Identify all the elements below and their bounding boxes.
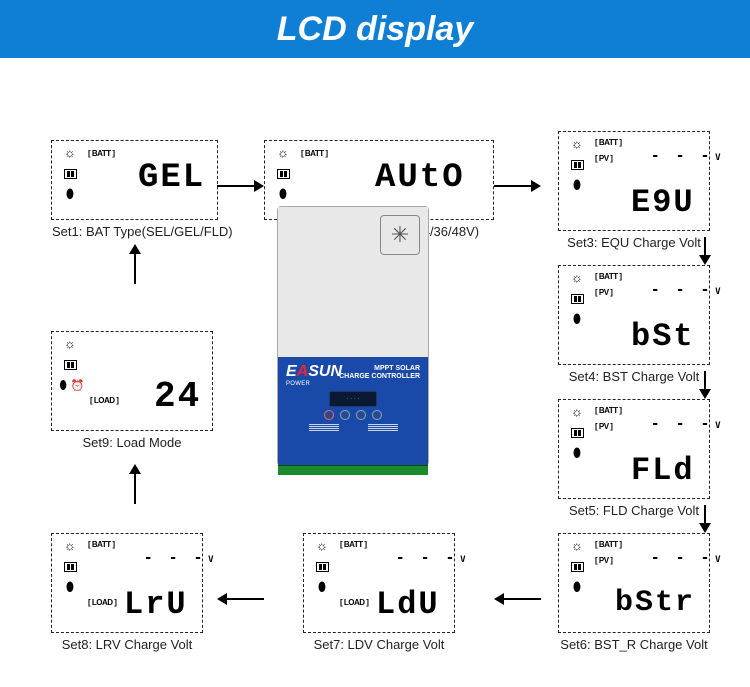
screen-label: [ PV ] [595, 556, 612, 565]
screen-label: [ PV ] [595, 422, 612, 431]
bulb-icon: ⬮ [563, 311, 591, 326]
product-subbrand: POWER [286, 381, 420, 387]
flow-arrow-a45 [699, 371, 711, 399]
value-dashes: - - -V [144, 550, 214, 566]
screen-label: [ BATT ] [595, 406, 622, 415]
flow-arrow-a91 [129, 244, 141, 284]
seven-seg-value: LrU [124, 586, 188, 623]
screen-caption: Set8: LRV Charge Volt [52, 637, 202, 652]
diagram-canvas: ☼⬮[ BATT ]GELSet1: BAT Type(SEL/GEL/FLD)… [0, 58, 750, 687]
bulb-icon: ⬮ [563, 579, 591, 594]
lcd-screen-s6: ☼⬮[ BATT ][ PV ]- - -VbStrSet6: BST_R Ch… [558, 533, 710, 633]
screen-caption: Set6: BST_R Charge Volt [559, 637, 709, 652]
screen-label: [ PV ] [595, 288, 612, 297]
product-image: ✳EASUNPOWERMPPT SOLARCHARGE CONTROLLER· … [277, 206, 429, 466]
screen-side-icons: ☼⬮ ⏰ [56, 336, 84, 393]
seven-seg-value: bStr [615, 586, 695, 620]
seven-seg-value: GEL [138, 159, 205, 197]
lcd-screen-s5: ☼⬮[ BATT ][ PV ]- - -VFLdSet5: FLD Charg… [558, 399, 710, 499]
bulb-icon: ⬮ [269, 186, 297, 201]
bulb-icon: ⬮ [563, 177, 591, 192]
seven-seg-value: 24 [154, 376, 201, 417]
sun-icon: ☼ [563, 270, 591, 285]
screen-side-icons: ☼⬮ [56, 145, 84, 201]
page-header: LCD display [0, 0, 750, 58]
sun-icon: ☼ [56, 538, 84, 553]
screen-side-icons: ☼⬮ [563, 404, 591, 460]
seven-seg-value: AUtO [375, 159, 465, 197]
screen-caption: Set5: FLD Charge Volt [559, 503, 709, 518]
seven-seg-value: E9U [631, 184, 695, 221]
batt-icon [269, 166, 297, 180]
sun-icon: ☼ [308, 538, 336, 553]
value-dashes: - - -V [651, 550, 721, 566]
batt-icon [563, 291, 591, 305]
batt-icon [56, 166, 84, 180]
lcd-screen-s7: ☼⬮[ BATT ][ LOAD ]- - -VLdUSet7: LDV Cha… [303, 533, 455, 633]
screen-label: [ BATT ] [595, 272, 622, 281]
screen-side-icons: ☼⬮ [563, 538, 591, 594]
lcd-screen-s3: ☼⬮[ BATT ][ PV ]- - -VE9USet3: EQU Charg… [558, 131, 710, 231]
sun-icon: ☼ [269, 145, 297, 160]
seven-seg-value: bSt [631, 318, 695, 355]
screen-label: [ BATT ] [595, 540, 622, 549]
flow-arrow-a67 [494, 593, 541, 605]
screen-label: [ BATT ] [340, 540, 367, 549]
sun-icon: ☼ [56, 145, 84, 160]
batt-icon [563, 425, 591, 439]
screen-label: [ LOAD ] [340, 598, 368, 607]
bulb-icon: ⬮ [563, 445, 591, 460]
flow-arrow-a89 [129, 464, 141, 504]
screen-side-icons: ☼⬮ [56, 538, 84, 594]
screen-label: [ BATT ] [595, 138, 622, 147]
screen-caption: Set1: BAT Type(SEL/GEL/FLD) [52, 224, 217, 239]
screen-label: [ PV ] [595, 154, 612, 163]
screen-caption: Set3: EQU Charge Volt [559, 235, 709, 250]
batt-icon [308, 559, 336, 573]
screen-caption: Set7: LDV Charge Volt [304, 637, 454, 652]
bclk-icon: ⬮ ⏰ [56, 377, 88, 393]
screen-label: [ BATT ] [88, 540, 115, 549]
screen-caption: Set9: Load Mode [52, 435, 212, 450]
sun-icon: ☼ [56, 336, 84, 351]
batt-icon [563, 559, 591, 573]
screen-label: [ LOAD ] [88, 598, 116, 607]
value-dashes: - - -V [396, 550, 466, 566]
flow-arrow-a56 [699, 505, 711, 533]
flow-arrow-a23 [494, 180, 541, 192]
screen-side-icons: ☼⬮ [269, 145, 297, 201]
flow-arrow-a12 [217, 180, 264, 192]
flow-arrow-a34 [699, 237, 711, 265]
seven-seg-value: FLd [631, 452, 695, 489]
screen-side-icons: ☼⬮ [563, 270, 591, 326]
screen-caption: Set4: BST Charge Volt [559, 369, 709, 384]
lcd-screen-s9: ☼⬮ ⏰[ LOAD ]24Set9: Load Mode [51, 331, 213, 431]
bulb-icon: ⬮ [308, 579, 336, 594]
product-lcd: · · · · [329, 391, 377, 407]
sun-icon: ☼ [563, 404, 591, 419]
batt-icon [56, 559, 84, 573]
product-title: MPPT SOLARCHARGE CONTROLLER [339, 365, 420, 381]
screen-side-icons: ☼⬮ [308, 538, 336, 594]
sun-icon: ☼ [563, 136, 591, 151]
lcd-screen-s1: ☼⬮[ BATT ]GELSet1: BAT Type(SEL/GEL/FLD) [51, 140, 218, 220]
screen-side-icons: ☼⬮ [563, 136, 591, 192]
batt-icon [56, 357, 84, 371]
screen-label: [ BATT ] [301, 149, 328, 158]
lcd-screen-s8: ☼⬮[ BATT ][ LOAD ]- - -VLrUSet8: LRV Cha… [51, 533, 203, 633]
flow-arrow-a78 [217, 593, 264, 605]
value-dashes: - - -V [651, 148, 721, 164]
screen-label: [ BATT ] [88, 149, 115, 158]
value-dashes: - - -V [651, 416, 721, 432]
bulb-icon: ⬮ [56, 186, 84, 201]
batt-icon [563, 157, 591, 171]
value-dashes: - - -V [651, 282, 721, 298]
fan-icon: ✳ [380, 215, 420, 255]
product-buttons [286, 410, 420, 420]
bulb-icon: ⬮ [56, 579, 84, 594]
sun-icon: ☼ [563, 538, 591, 553]
screen-label: [ LOAD ] [90, 396, 118, 405]
lcd-screen-s4: ☼⬮[ BATT ][ PV ]- - -VbStSet4: BST Charg… [558, 265, 710, 365]
seven-seg-value: LdU [376, 586, 440, 623]
